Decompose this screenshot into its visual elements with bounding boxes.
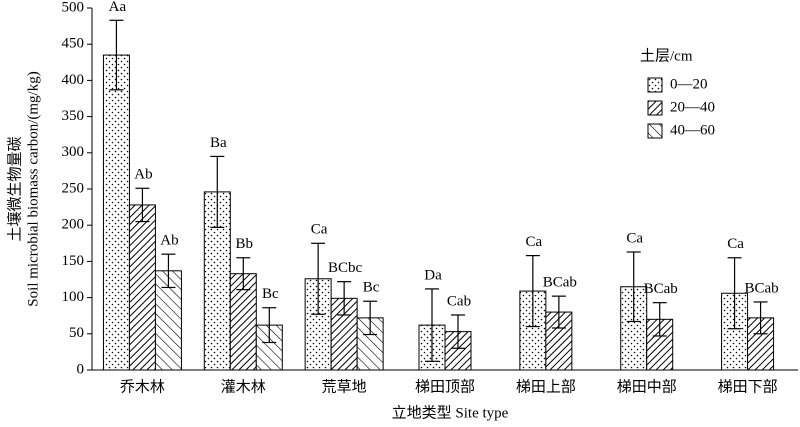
legend-swatch bbox=[647, 123, 663, 139]
significance-label: Cab bbox=[447, 293, 471, 309]
x-tick-label: 灌木林 bbox=[221, 378, 266, 395]
x-tick-label: 梯田顶部 bbox=[415, 378, 475, 395]
significance-label: Da bbox=[424, 267, 442, 283]
significance-label: Bc bbox=[262, 286, 279, 302]
legend-swatch bbox=[647, 100, 663, 116]
x-tick-label: 乔木林 bbox=[120, 378, 165, 395]
legend-swatch bbox=[647, 77, 663, 93]
y-tick-label: 250 bbox=[62, 180, 85, 196]
bar bbox=[102, 54, 130, 371]
y-tick-label: 200 bbox=[62, 217, 85, 233]
x-tick-label: 梯田下部 bbox=[718, 378, 778, 395]
significance-label: Bb bbox=[236, 236, 254, 252]
y-axis-title: 土壤微生物量碳 bbox=[5, 136, 23, 241]
y-tick-label: 350 bbox=[62, 108, 85, 124]
y-tick-label: 300 bbox=[62, 144, 85, 160]
bar bbox=[128, 204, 156, 371]
significance-label: Ca bbox=[626, 230, 643, 246]
significance-label: Ca bbox=[526, 234, 543, 250]
significance-label: Ab bbox=[160, 233, 178, 249]
y-tick-label: 450 bbox=[62, 36, 85, 52]
y-tick-label: 150 bbox=[62, 253, 85, 269]
significance-label: Aa bbox=[109, 0, 127, 15]
y-tick-label: 400 bbox=[62, 72, 85, 88]
legend-label: 0—20 bbox=[670, 76, 708, 92]
legend-title: 土层/cm bbox=[640, 47, 693, 64]
significance-label: BCab bbox=[543, 275, 577, 291]
significance-label: Ba bbox=[210, 135, 227, 151]
significance-label: BCab bbox=[644, 281, 678, 297]
y-axis-title: Soil microbial biomass carbon/(mg/kg) bbox=[25, 71, 41, 306]
significance-label: Bc bbox=[363, 280, 380, 296]
x-axis-title: 立地类型 Site type bbox=[392, 404, 509, 421]
legend-label: 40—60 bbox=[670, 122, 715, 138]
y-tick-label: 100 bbox=[62, 289, 85, 305]
x-tick-label: 荒草地 bbox=[322, 378, 367, 395]
y-tick-label: 0 bbox=[77, 361, 85, 377]
y-tick-label: 50 bbox=[69, 325, 84, 341]
significance-label: Ca bbox=[727, 236, 744, 252]
significance-label: Ab bbox=[134, 167, 152, 183]
significance-label: BCab bbox=[744, 280, 778, 296]
legend-label: 20—40 bbox=[670, 99, 715, 115]
significance-label: Ca bbox=[311, 222, 328, 238]
significance-label: BCbc bbox=[328, 260, 363, 276]
y-tick-label: 500 bbox=[62, 0, 85, 15]
x-tick-label: 梯田上部 bbox=[516, 378, 576, 395]
x-tick-label: 梯田中部 bbox=[617, 378, 677, 395]
